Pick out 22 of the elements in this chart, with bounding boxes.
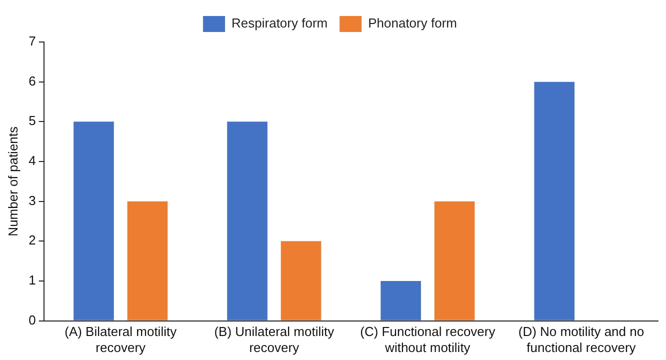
legend-label: Respiratory form — [232, 16, 328, 31]
y-tick-label: 7 — [28, 34, 36, 49]
x-tick-label: (B) Unilateral motility recovery — [214, 324, 335, 355]
bar — [280, 241, 322, 320]
y-tick-label: 3 — [28, 192, 36, 208]
y-tick-label: 5 — [28, 113, 36, 128]
y-tick-label: 4 — [28, 153, 36, 168]
y-tick-label: 2 — [28, 232, 36, 248]
x-tick-label: (C) Functional recovery without motility — [360, 324, 496, 355]
y-tick-label: 0 — [28, 312, 36, 328]
bar — [227, 122, 268, 320]
x-tick-label: (A) Bilateral motility recovery — [64, 324, 178, 355]
y-axis-title: Number of patients — [5, 126, 20, 236]
bar — [534, 82, 575, 320]
x-tick-label: (D) No motility and no functional recovery — [518, 324, 644, 355]
legend-label: Phonatory form — [368, 16, 457, 31]
bar — [434, 201, 475, 320]
bar — [380, 280, 421, 320]
y-tick-label: 6 — [28, 73, 36, 88]
bar — [74, 122, 114, 320]
bar — [127, 201, 168, 320]
y-tick-label: 1 — [28, 272, 36, 288]
